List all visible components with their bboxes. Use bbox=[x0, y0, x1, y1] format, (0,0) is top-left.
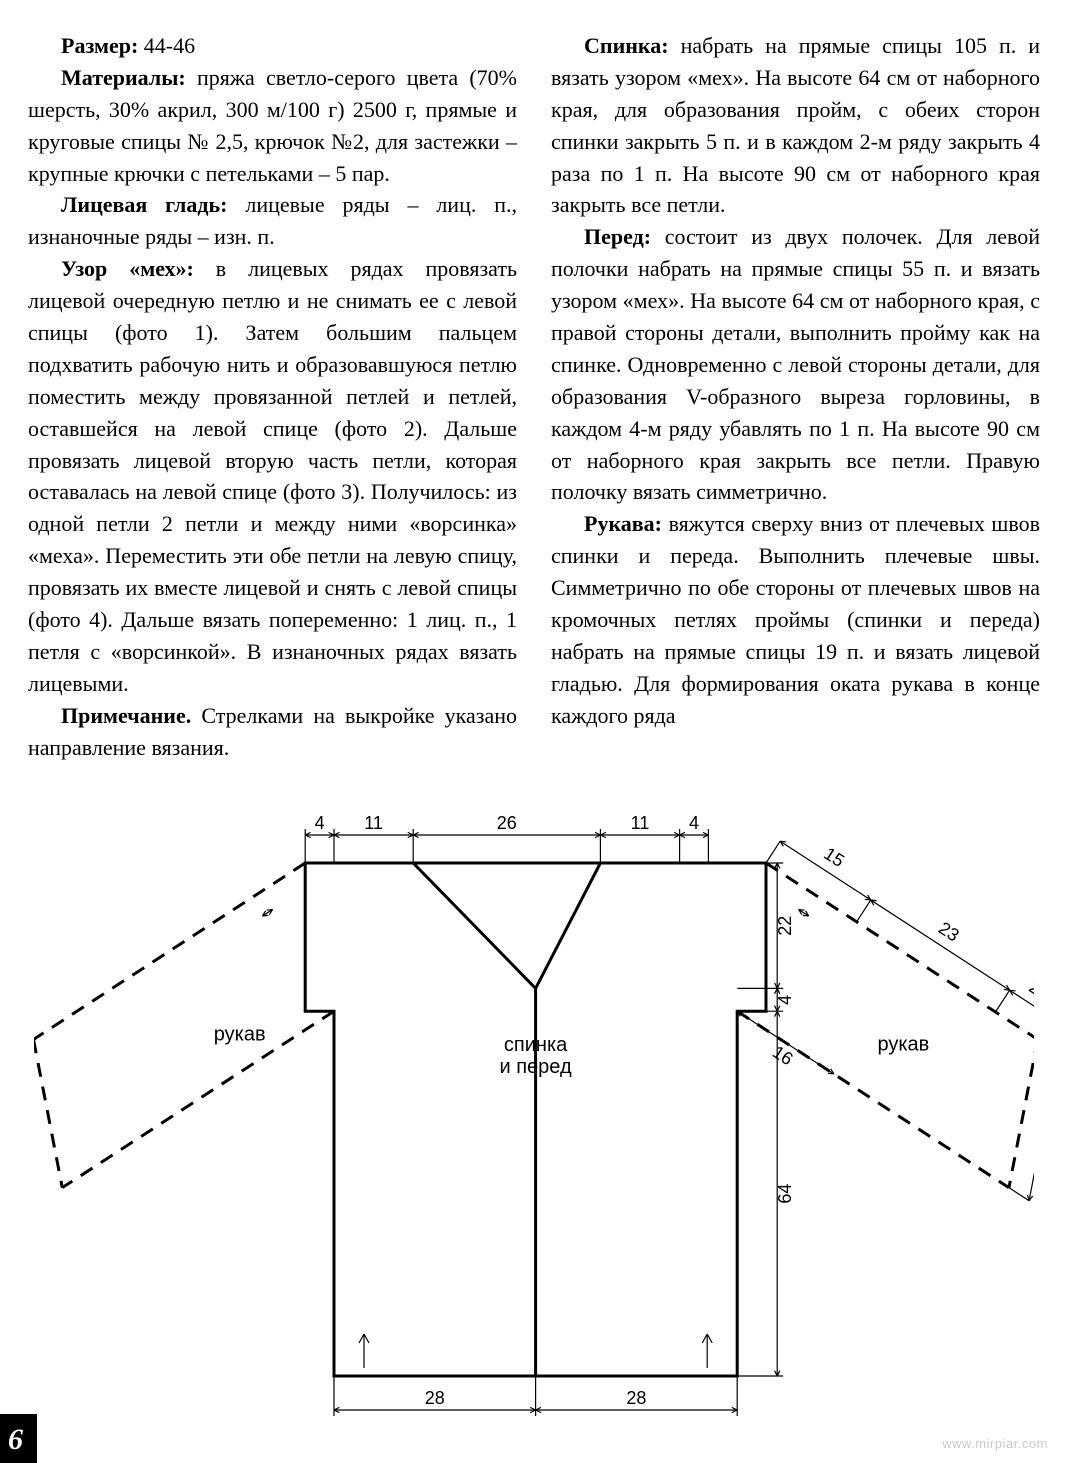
text-columns: Размер: 44-46 Материалы: пряжа светло-се… bbox=[28, 30, 1040, 763]
pattern-svg: 411261141523221316224642828рукаврукавспи… bbox=[34, 783, 1034, 1463]
stitch1-label: Лицевая гладь: bbox=[61, 192, 227, 217]
svg-text:28: 28 bbox=[626, 1388, 646, 1408]
front-body: состоит из двух полочек. Для левой полоч… bbox=[551, 224, 1040, 504]
para-stitch2: Узор «мех»: в лицевых рядах провязать ли… bbox=[28, 253, 517, 699]
svg-text:и перед: и перед bbox=[500, 1057, 572, 1079]
svg-text:16: 16 bbox=[769, 1042, 797, 1070]
back-label: Спинка: bbox=[584, 33, 669, 58]
sleeves-label: Рукава: bbox=[584, 511, 662, 536]
svg-text:11: 11 bbox=[631, 813, 650, 833]
para-front: Перед: состоит из двух полочек. Для лево… bbox=[551, 221, 1040, 508]
svg-text:64: 64 bbox=[775, 1184, 795, 1204]
svg-text:23: 23 bbox=[935, 918, 963, 946]
stitch2-label: Узор «мех»: bbox=[61, 256, 194, 281]
svg-text:4: 4 bbox=[315, 813, 325, 833]
para-materials: Материалы: пряжа светло-серого цвета (70… bbox=[28, 62, 517, 190]
para-note: Примечание. Стрелками на выкройке указан… bbox=[28, 700, 517, 764]
svg-text:11: 11 bbox=[364, 813, 383, 833]
svg-text:4: 4 bbox=[689, 813, 699, 833]
pattern-diagram: 411261141523221316224642828рукаврукавспи… bbox=[28, 783, 1040, 1463]
size-value: 44-46 bbox=[144, 33, 195, 58]
para-back: Спинка: набрать на прямые спицы 105 п. и… bbox=[551, 30, 1040, 221]
svg-text:26: 26 bbox=[497, 813, 517, 833]
svg-text:15: 15 bbox=[820, 844, 848, 872]
page-content: Размер: 44-46 Материалы: пряжа светло-се… bbox=[0, 0, 1068, 1463]
para-sleeves: Рукава: вяжутся сверху вниз от плечевых … bbox=[551, 508, 1040, 731]
svg-text:спинка: спинка bbox=[504, 1035, 568, 1057]
svg-text:22: 22 bbox=[1026, 977, 1034, 1005]
svg-text:4: 4 bbox=[775, 995, 795, 1005]
right-column: Спинка: набрать на прямые спицы 105 п. и… bbox=[551, 30, 1040, 763]
left-column: Размер: 44-46 Материалы: пряжа светло-се… bbox=[28, 30, 517, 763]
watermark: www.mirpiar.com bbox=[942, 1435, 1048, 1454]
back-body: набрать на прямые спицы 105 п. и вязать … bbox=[551, 33, 1040, 217]
para-stitch1: Лицевая гладь: лицевые ряды – лиц. п., и… bbox=[28, 189, 517, 253]
stitch2-body: в лицевых рядах провязать лицевой очеред… bbox=[28, 256, 517, 696]
sleeves-body: вяжутся сверху вниз от плечевых швов спи… bbox=[551, 511, 1040, 727]
svg-text:рукав: рукав bbox=[877, 1034, 929, 1056]
para-size: Размер: 44-46 bbox=[28, 30, 517, 62]
page-number: 6 bbox=[0, 1414, 37, 1463]
note-label: Примечание. bbox=[61, 703, 191, 728]
svg-text:22: 22 bbox=[775, 916, 795, 936]
materials-label: Материалы: bbox=[61, 65, 186, 90]
svg-text:28: 28 bbox=[425, 1388, 445, 1408]
size-label: Размер: bbox=[61, 33, 138, 58]
svg-text:рукав: рукав bbox=[214, 1024, 266, 1046]
front-label: Перед: bbox=[584, 224, 651, 249]
